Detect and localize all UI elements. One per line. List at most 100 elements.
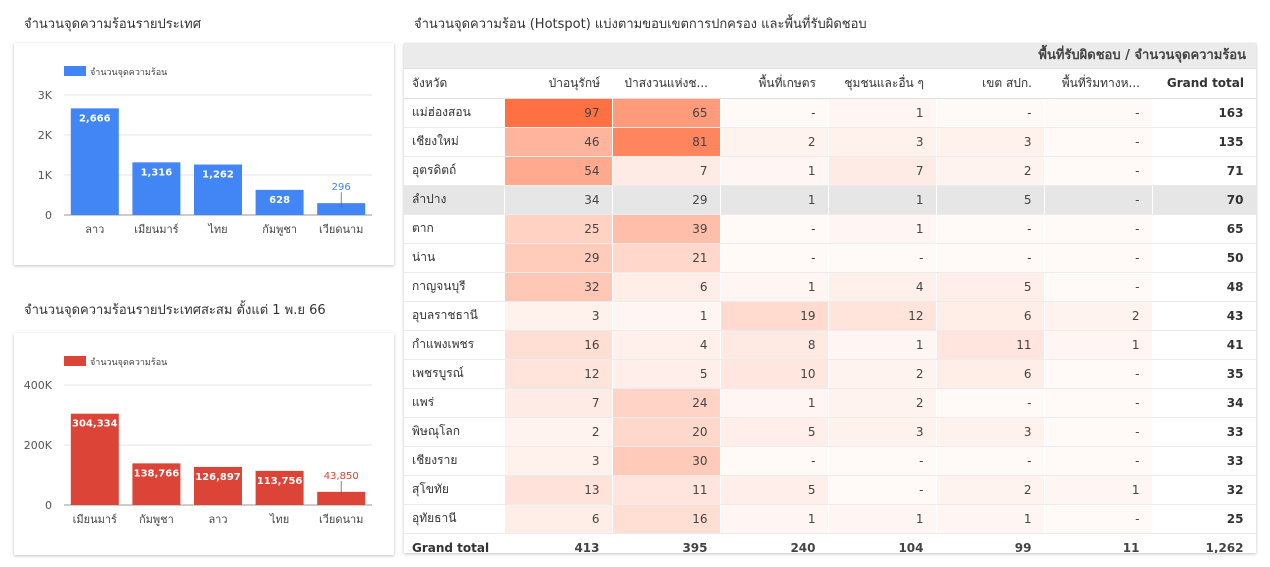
heat-cell: 1 — [828, 330, 937, 360]
heat-cell: 2 — [828, 359, 937, 389]
heat-cell: 5 — [936, 185, 1045, 215]
heat-cell: 34 — [504, 185, 613, 215]
x-tick-label: เมียนมาร์ — [73, 513, 117, 526]
heat-cell: 1 — [1044, 330, 1153, 360]
column-header[interactable]: Grand total — [1152, 69, 1256, 99]
province-cell: อุทัยธานี — [404, 504, 505, 534]
grand-total-cell: 135 — [1152, 127, 1256, 157]
legend-label: จำนวนจุดความร้อน — [90, 357, 167, 368]
column-header[interactable]: พื้นที่เกษตร — [720, 69, 828, 99]
table-row[interactable]: อุบลราชธานี 3 1 19 12 6 2 43 — [404, 301, 1256, 331]
province-cell: ลำปาง — [404, 185, 505, 215]
heat-cell: 20 — [612, 417, 721, 447]
y-tick-label: 400K — [24, 379, 53, 392]
table-row[interactable]: กำแพงเพชร 16 4 8 1 11 1 41 — [404, 330, 1256, 360]
heat-cell: 12 — [828, 301, 937, 331]
bar — [70, 108, 119, 215]
heat-cell: 3 — [828, 127, 937, 157]
heat-cell: 5 — [612, 359, 721, 389]
heat-cell: - — [936, 214, 1045, 244]
x-tick-label: เมียนมาร์ — [134, 223, 178, 236]
heat-cell: 4 — [612, 330, 721, 360]
table-row[interactable]: อุทัยธานี 6 16 1 1 1-25 — [404, 504, 1256, 534]
legend-label: จำนวนจุดความร้อน — [90, 67, 167, 78]
country-chart-title: จำนวนจุดความร้อนรายประเทศ — [24, 17, 201, 32]
heat-cell: 2 — [936, 156, 1045, 186]
heat-cell: 6 — [936, 301, 1045, 331]
heat-cell: - — [1044, 214, 1153, 244]
column-header[interactable]: ชุมชนและอื่น ๆ — [828, 69, 936, 99]
heat-cell: - — [720, 214, 829, 244]
heat-cell: 16 — [504, 330, 613, 360]
heat-cell: 2 — [720, 127, 829, 157]
heat-cell: - — [1044, 127, 1153, 157]
table-row[interactable]: เชียงราย 3 30- - - -33 — [404, 446, 1256, 476]
total-cell: Grand total — [404, 532, 505, 553]
table-group-header: พื้นที่รับผิดชอบ / จำนวนจุดความร้อน — [404, 43, 1256, 69]
table-row[interactable]: ตาก 25 39-1- -65 — [404, 214, 1256, 244]
heat-cell: 1 — [828, 185, 937, 215]
table-row[interactable]: น่าน 29 21- - - -50 — [404, 243, 1256, 273]
heat-cell: 1 — [720, 388, 829, 418]
heat-cell: - — [1044, 388, 1153, 418]
heat-cell: 19 — [720, 301, 829, 331]
grand-total-cell: 33 — [1152, 417, 1256, 447]
province-cell: อุบลราชธานี — [404, 301, 505, 331]
table-row[interactable]: สุโขทัย 13 11 5-2 1 32 — [404, 475, 1256, 505]
heat-cell: - — [1044, 359, 1153, 389]
heat-cell: 6 — [936, 359, 1045, 389]
heat-cell: 3 — [504, 301, 613, 331]
x-tick-label: ไทย — [207, 223, 227, 236]
heat-cell: - — [828, 475, 937, 505]
bar — [255, 189, 304, 215]
table-row[interactable]: แพร่ 7 24 1 2- -34 — [404, 388, 1256, 418]
table-row[interactable]: เพชรบูรณ์ 12 5 10 2 6-35 — [404, 359, 1256, 389]
heat-cell: 5 — [720, 417, 829, 447]
heat-cell: 4 — [828, 272, 937, 302]
province-cell: กาญจนบุรี — [404, 272, 505, 302]
heat-cell: 3 — [828, 417, 937, 447]
province-cell: เชียงใหม่ — [404, 127, 505, 157]
bar — [255, 470, 304, 505]
grand-total-cell: 50 — [1152, 243, 1256, 273]
heat-cell: 1 — [720, 185, 829, 215]
country-hotspot-bar-chart: จำนวนจุดความร้อน 0 1K 2K 3K 2,666 ลาว 1,316 เมีย… — [38, 66, 372, 236]
hotspot-table: จังหวัด ป่าอนุรักษ์ ป่าสงวนแห่งช... พื้นที่… — [404, 69, 1256, 553]
grand-total-cell: 35 — [1152, 359, 1256, 389]
x-tick-label: ไทย — [269, 513, 289, 526]
table-row[interactable]: กาญจนบุรี 32 6 1 4 5-48 — [404, 272, 1256, 302]
grand-total-cell: 65 — [1152, 214, 1256, 244]
column-header[interactable]: ป่าสงวนแห่งช... — [612, 69, 720, 99]
grand-total-cell: 48 — [1152, 272, 1256, 302]
heat-cell: 2 — [936, 475, 1045, 505]
data-label: 628 — [269, 195, 290, 206]
heat-cell: - — [720, 446, 829, 476]
table-row[interactable]: พิษณุโลก 2 20 5 3 3-33 — [404, 417, 1256, 447]
heat-cell: 21 — [612, 243, 721, 273]
column-header[interactable]: จังหวัด — [404, 69, 504, 99]
column-header[interactable]: พื้นที่ริมทางห... — [1044, 69, 1152, 99]
heat-cell: - — [1044, 504, 1153, 534]
table-row[interactable]: อุตรดิตถ์ 54 7 1 7 2-71 — [404, 156, 1256, 186]
heat-cell: - — [1044, 446, 1153, 476]
heat-cell: 5 — [720, 475, 829, 505]
table-row[interactable]: แม่ฮ่องสอน 97 65-1- -163 — [404, 98, 1256, 128]
heat-cell: 12 — [504, 359, 613, 389]
province-cell: อุตรดิตถ์ — [404, 156, 505, 186]
table-row[interactable]: ลำปาง 34 29 1 1 5-70 — [404, 185, 1256, 215]
heat-cell: 29 — [612, 185, 721, 215]
heat-cell: 7 — [828, 156, 937, 186]
heat-cell: 13 — [504, 475, 613, 505]
y-tick-label: 1K — [38, 169, 53, 182]
column-header[interactable]: เขต สปก. — [936, 69, 1044, 99]
province-cell: เพชรบูรณ์ — [404, 359, 505, 389]
column-header[interactable]: ป่าอนุรักษ์ — [504, 69, 612, 99]
grand-total-cell: 163 — [1152, 98, 1256, 128]
heat-cell: - — [720, 98, 829, 128]
heat-cell: 16 — [612, 504, 721, 534]
grand-total-cell: 43 — [1152, 301, 1256, 331]
x-tick-label: กัมพูชา — [139, 513, 174, 526]
table-row[interactable]: เชียงใหม่ 46 81 2 3 3-135 — [404, 127, 1256, 157]
heat-cell: - — [936, 98, 1045, 128]
heat-cell: 10 — [720, 359, 829, 389]
